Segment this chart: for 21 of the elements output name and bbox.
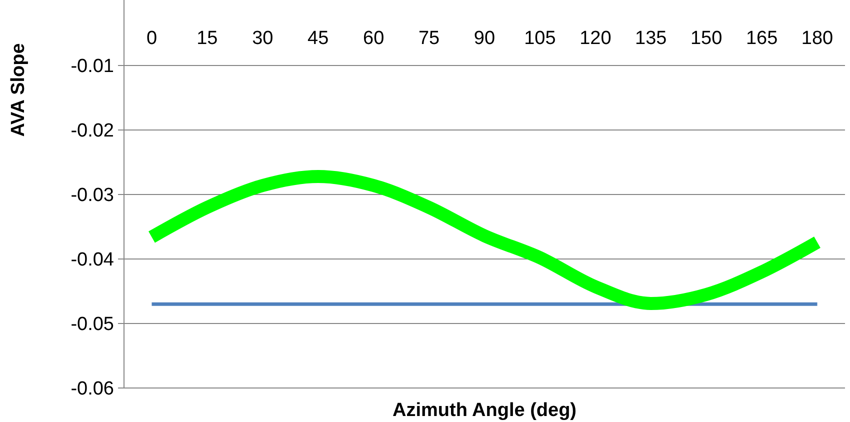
x-tick-label: 45 (308, 28, 329, 49)
y-tick-label: -0.04 (70, 250, 114, 271)
x-tick-label: 60 (363, 28, 384, 49)
y-tick-label: -0.02 (70, 120, 114, 142)
x-tick-label: 15 (196, 28, 218, 49)
y-tick-label: -0.03 (70, 185, 114, 206)
x-tick-label: 150 (690, 28, 722, 49)
x-tick-label: 135 (635, 28, 667, 49)
x-axis-title: Azimuth Angle (deg) (392, 400, 576, 421)
y-tick-label: -0.06 (70, 378, 114, 400)
x-tick-label: 120 (580, 28, 612, 49)
x-tick-label: 75 (418, 28, 440, 49)
x-tick-label: 90 (474, 28, 496, 49)
x-tick-label: 105 (524, 28, 556, 49)
x-tick-label: 180 (801, 28, 834, 49)
y-tick-label: -0.05 (70, 314, 114, 336)
y-axis-title: AVA Slope (8, 43, 29, 137)
x-tick-label: 30 (252, 28, 274, 49)
x-tick-label: 0 (146, 28, 158, 49)
y-tick-label: -0.01 (70, 56, 114, 78)
x-tick-label: 165 (746, 28, 778, 49)
